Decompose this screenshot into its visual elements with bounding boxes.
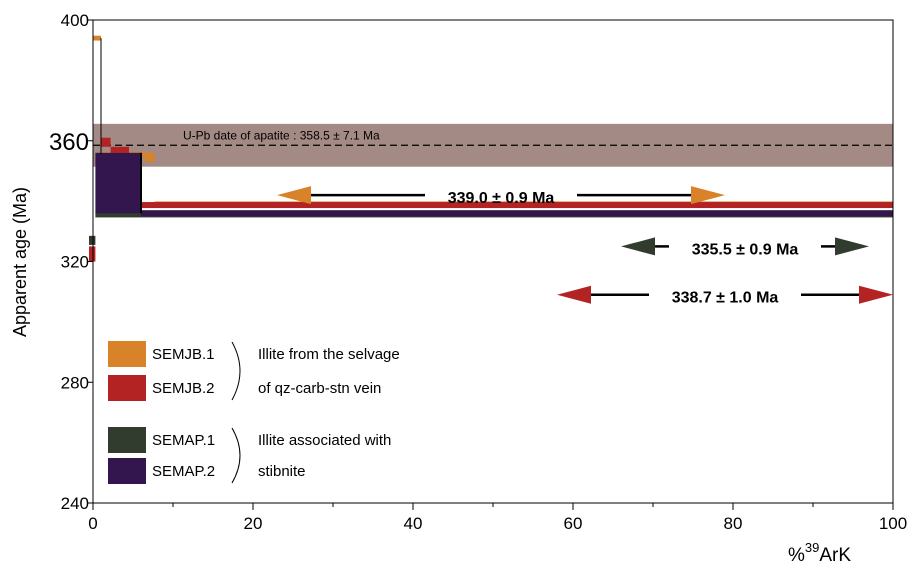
legend: SEMJB.1 SEMJB.2 SEMAP.1 SEMAP.2 Illite from …	[108, 341, 400, 484]
x-tick-label: 20	[244, 514, 263, 533]
step-box-semap-2	[141, 210, 893, 217]
y-tick-label: 240	[61, 494, 89, 513]
step-box-semap-2	[95, 152, 141, 214]
x-axis-label-sup: 39	[805, 540, 819, 555]
legend-label-semap-2: SEMAP.2	[152, 463, 215, 480]
step-spectra-layer	[89, 35, 894, 262]
step-box-semjb-2	[110, 146, 129, 153]
reference-band-label: U-Pb date of apatite : 358.5 ± 7.1 Ma	[183, 128, 380, 142]
x-tick-label: 40	[404, 514, 423, 533]
legend-swatch-semap-1	[108, 427, 146, 453]
step-box-semjb-2	[129, 202, 893, 209]
x-axis-label: %39ArK	[788, 540, 851, 566]
axes-layer: 0 20 40 60 80 100 240 280 320 360 400	[49, 11, 907, 533]
legend-group-text: Illite associated with	[258, 432, 391, 449]
x-axis-label-sub: K	[838, 545, 851, 566]
y-tick-label: 360	[49, 129, 89, 156]
x-axis-label-prefix: %	[788, 545, 805, 566]
x-tick-label: 0	[88, 514, 97, 533]
legend-label-semjb-1: SEMJB.1	[152, 346, 215, 363]
step-box-semjb-1	[93, 35, 101, 41]
legend-brace	[231, 427, 241, 484]
y-tick-label: 280	[61, 373, 89, 392]
plateau-1-label: 339.0 ± 0.9 Ma	[448, 190, 555, 207]
legend-group-text: of qz-carb-stn vein	[258, 380, 381, 397]
y-tick-label: 320	[61, 253, 89, 272]
legend-label-semap-1: SEMAP.1	[152, 432, 215, 449]
legend-label-semjb-2: SEMJB.2	[152, 380, 215, 397]
plateau-2-left-arrowhead	[621, 237, 655, 256]
x-tick-label: 100	[879, 514, 907, 533]
plateau-2-right-arrowhead	[835, 237, 869, 256]
y-axis-label: Apparent age (Ma)	[10, 187, 30, 337]
step-box-semjb-1	[145, 152, 155, 162]
plateau-3-right-arrowhead	[859, 285, 893, 304]
x-tick-label: 80	[724, 514, 743, 533]
legend-group-text: stibnite	[258, 463, 306, 480]
x-axis-label-base: Ar	[819, 545, 839, 566]
legend-group-text: Illite from the selvage	[258, 346, 400, 363]
legend-swatch-semap-2	[108, 458, 146, 484]
legend-brace	[231, 341, 241, 401]
plateau-2-label: 335.5 ± 0.9 Ma	[692, 241, 799, 258]
legend-swatch-semjb-1	[108, 341, 146, 367]
legend-swatch-semjb-2	[108, 375, 146, 401]
plateau-layer: 339.0 ± 0.9 Ma 335.5 ± 0.9 Ma 338.7 ± 1.0 …	[277, 186, 893, 307]
plateau-1-left-arrowhead	[277, 186, 311, 205]
plateau-1-right-arrowhead	[691, 186, 725, 205]
plateau-3-label: 338.7 ± 1.0 Ma	[672, 290, 779, 307]
step-box-semjb-2	[101, 137, 111, 147]
step-box-semap-1	[89, 235, 96, 245]
y-tick-label: 400	[61, 11, 89, 30]
x-tick-label: 60	[564, 514, 583, 533]
reference-band-layer: U-Pb date of apatite : 358.5 ± 7.1 Ma	[93, 123, 893, 167]
step-box-semjb-2	[89, 246, 96, 262]
plateau-3-left-arrowhead	[557, 285, 591, 304]
